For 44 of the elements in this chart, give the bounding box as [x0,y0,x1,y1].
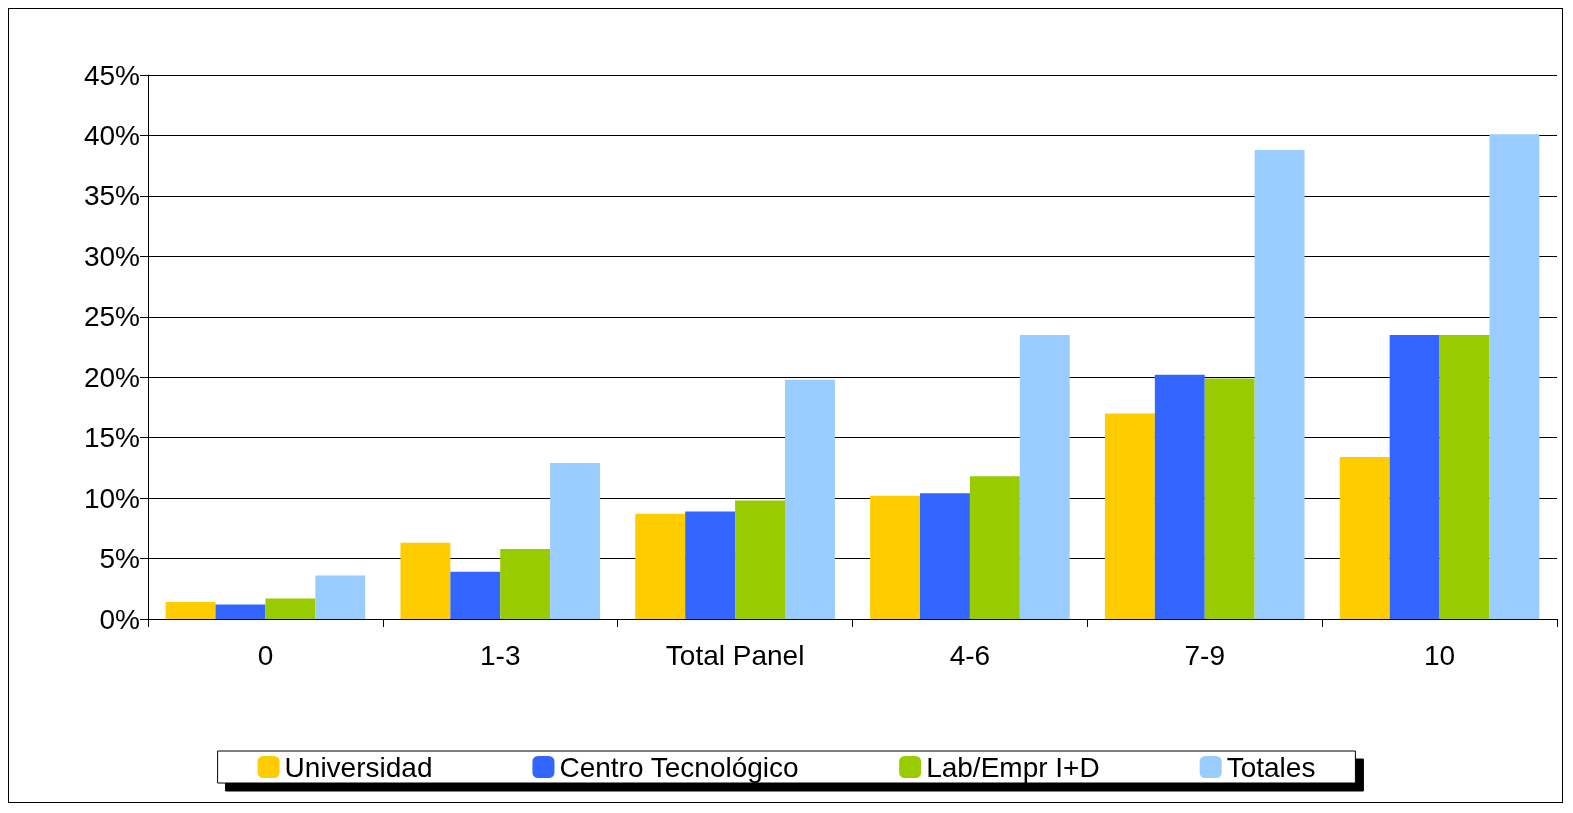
y-tick-label: 15% [83,422,140,454]
legend-label: Centro Tecnológico [559,751,799,783]
bar [500,548,551,619]
bar [400,542,451,619]
y-tick-label: 0% [99,603,140,635]
legend-label: Totales [1226,751,1316,783]
bar [969,476,1020,619]
y-tick-label: 10% [83,482,140,514]
bar [685,511,736,619]
x-tick-label: 7-9 [1184,639,1225,671]
bar [920,493,970,619]
y-tick-label: 20% [83,361,140,393]
legend-label: Universidad [284,751,433,783]
y-tick-label: 5% [99,543,140,575]
bar [165,602,216,619]
x-tick-label: 4-6 [949,639,991,671]
bar [1489,134,1540,619]
bar [1104,413,1155,619]
bar [1154,374,1205,619]
x-tick-label: Total Panel [665,639,805,671]
bar [1019,334,1070,619]
bar [315,575,366,619]
bar [784,379,835,619]
bar [215,604,266,619]
bar [1204,378,1255,619]
bar [450,571,501,619]
x-tick-label: 1-3 [480,639,521,671]
bar [870,495,921,619]
x-tick-label: 10 [1424,639,1456,671]
y-tick-label: 40% [83,119,140,151]
bar [1254,149,1305,619]
y-tick-label: 35% [83,180,140,212]
bar [1339,457,1390,619]
y-tick-label: 45% [83,59,140,91]
y-tick-label: 30% [83,240,140,272]
bar [1439,334,1490,619]
y-tick-label: 25% [83,301,140,333]
legend-label: Lab/Empr I+D [926,751,1100,783]
bar [735,500,785,619]
bar [635,513,686,619]
bar [1389,334,1440,619]
bar [550,463,601,619]
bar [265,598,316,619]
x-tick-label: 0 [257,639,274,671]
